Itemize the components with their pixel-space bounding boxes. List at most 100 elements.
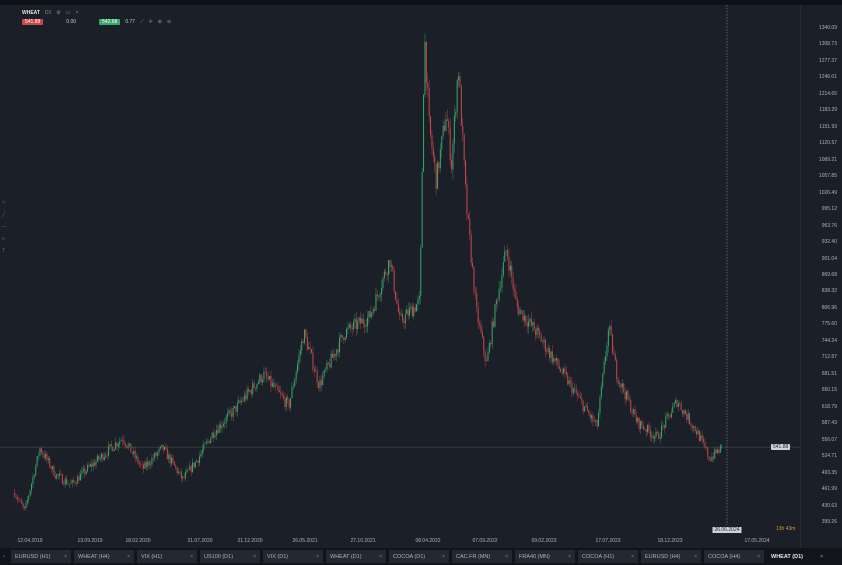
crosshair-icon[interactable]: ✛	[148, 18, 153, 25]
cursor-tool-icon[interactable]: ↖	[2, 200, 7, 206]
candle	[717, 447, 719, 455]
buy-button[interactable]: 542.68	[99, 18, 121, 25]
tab-6[interactable]: COCOA (D1) ×	[389, 550, 449, 563]
candle-body	[452, 143, 454, 170]
candle-body	[694, 426, 696, 432]
symbol-label[interactable]: WHEAT	[22, 9, 40, 16]
candle-body	[386, 274, 388, 276]
chart-area[interactable]	[0, 5, 800, 535]
tab-11[interactable]: COCOA (H4) ×	[704, 550, 764, 563]
spread-value: 0.77	[125, 18, 136, 25]
candle-body	[21, 500, 23, 504]
candle-body	[283, 395, 285, 399]
time-axis[interactable]: 12.04.2019 13.09.2019 18.02.2020 21.07.2020…	[0, 535, 800, 547]
candle	[130, 443, 132, 453]
candle	[339, 332, 341, 358]
candle	[238, 395, 240, 405]
tab-5[interactable]: WHEAT (D1) ×	[326, 550, 386, 563]
tab-close-icon[interactable]: ×	[442, 553, 445, 560]
price-axis[interactable]: 1340.09 1308.73 1277.37 1246.01 1214.65 1183.…	[800, 5, 842, 550]
candle-body	[319, 380, 321, 388]
tab-close-icon[interactable]: ×	[505, 553, 508, 560]
text-tool-icon[interactable]: T	[2, 248, 6, 254]
candle-body	[623, 383, 625, 392]
candle-body	[568, 380, 570, 385]
candle-body	[603, 361, 605, 374]
tab-1[interactable]: WHEAT (H4) ×	[74, 550, 134, 563]
candle	[344, 336, 346, 343]
candle-body	[483, 337, 485, 352]
candle-body	[89, 464, 91, 467]
candle	[308, 342, 310, 350]
tab-10[interactable]: EURUSD (H4) ×	[641, 550, 701, 563]
candle-body	[631, 412, 633, 414]
fibonacci-tool-icon[interactable]: ≡	[2, 236, 5, 242]
candle	[458, 71, 460, 88]
candle	[544, 338, 546, 357]
chart-type-icon[interactable]: ▭	[65, 9, 71, 16]
tab-close-icon[interactable]: ×	[757, 553, 760, 560]
candle-body	[189, 465, 191, 470]
candle	[354, 313, 356, 329]
candle	[585, 402, 587, 408]
settings-icon[interactable]: ⚙	[56, 9, 61, 16]
sell-button[interactable]: 541.88	[22, 18, 44, 25]
candle-body	[178, 471, 180, 474]
candle-body	[122, 439, 124, 441]
tabs-scroll-left-icon[interactable]: ‹	[3, 553, 5, 560]
tab-4[interactable]: VIX (D1) ×	[263, 550, 323, 563]
x-tick-label: 17.05.2024	[744, 538, 770, 544]
candle	[567, 371, 569, 386]
tab-8[interactable]: FRA40 (MN) ×	[515, 550, 575, 563]
tab-close-icon[interactable]: ×	[64, 553, 67, 560]
x-tick-label: 17.07.2023	[595, 538, 621, 544]
tab-2[interactable]: VIX (H1) ×	[137, 550, 197, 563]
tab-3[interactable]: US100 (D1) ×	[200, 550, 260, 563]
timeframe-label[interactable]: D1	[44, 9, 52, 16]
tab-close-icon[interactable]: ×	[190, 553, 193, 560]
line-tool-icon[interactable]: ⟋	[140, 18, 144, 25]
candle-body	[479, 322, 481, 325]
candle-body	[656, 431, 658, 434]
close-icon[interactable]: ×	[75, 9, 79, 16]
candle-body	[92, 462, 94, 467]
tab-close-icon[interactable]: ×	[253, 553, 256, 560]
candle-body	[18, 499, 20, 501]
tab-close-icon[interactable]: ×	[316, 553, 319, 560]
horizontal-line-tool-icon[interactable]: —	[2, 224, 7, 230]
candle	[38, 452, 40, 461]
volume-input[interactable]: 0.00	[66, 18, 77, 25]
candle-body	[290, 398, 292, 408]
tab-7[interactable]: CAC.FR (MN) ×	[452, 550, 512, 563]
tab-close-icon[interactable]: ×	[820, 553, 823, 560]
candle-body	[617, 379, 619, 384]
tab-close-icon[interactable]: ×	[568, 553, 571, 560]
zoom-out-icon[interactable]: ⊖	[166, 18, 172, 25]
candle-body	[606, 346, 608, 357]
candle	[644, 426, 646, 431]
tab-12[interactable]: WHEAT (D1) ×	[767, 550, 827, 563]
candle	[463, 133, 465, 167]
tab-close-icon[interactable]: ×	[379, 553, 382, 560]
trendline-tool-icon[interactable]: ╱	[2, 212, 6, 218]
candle	[112, 445, 114, 452]
zoom-in-icon[interactable]: ⊕	[157, 18, 162, 25]
candle-body	[54, 476, 56, 479]
candle	[21, 497, 23, 505]
tab-9[interactable]: COCOA (H1) ×	[578, 550, 638, 563]
candle	[119, 437, 121, 449]
candle-body	[99, 457, 101, 460]
candle-body	[451, 160, 453, 170]
tab-0[interactable]: EURUSD (H1) ×	[11, 550, 71, 563]
y-tick-label: 556.07	[821, 436, 837, 443]
candle	[407, 302, 409, 321]
candle	[67, 480, 69, 485]
tab-close-icon[interactable]: ×	[694, 553, 697, 560]
candle-body	[361, 318, 363, 324]
candle	[361, 314, 363, 324]
tab-close-icon[interactable]: ×	[127, 553, 130, 560]
candle	[532, 321, 534, 333]
candle	[347, 321, 349, 334]
price-chart[interactable]	[0, 5, 800, 535]
tab-close-icon[interactable]: ×	[631, 553, 634, 560]
